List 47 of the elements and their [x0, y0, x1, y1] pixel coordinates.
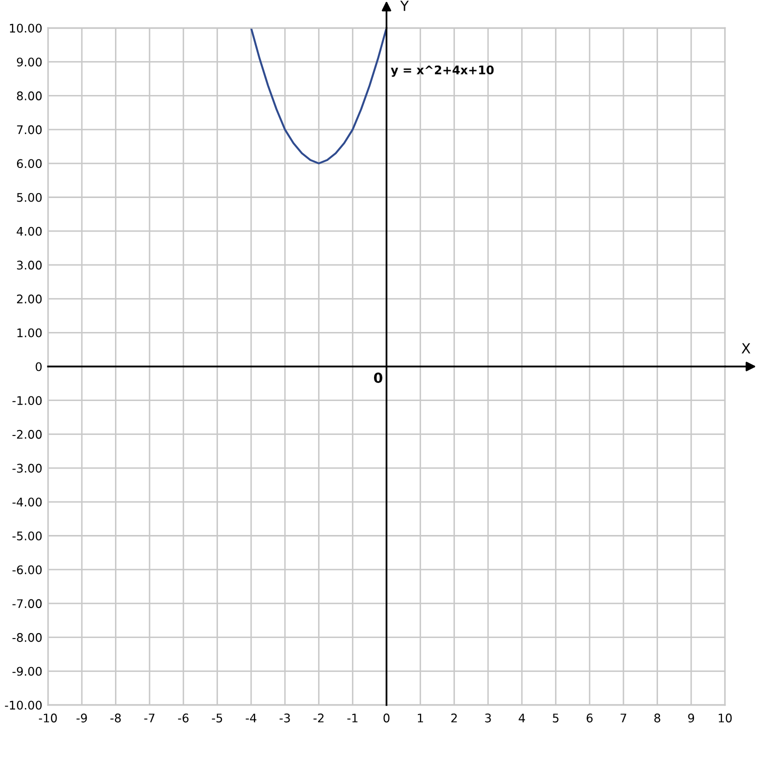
y-tick-label: -1.00 — [12, 396, 42, 406]
x-tick-label: -4 — [246, 714, 256, 722]
x-axis-title: X — [742, 343, 750, 354]
line-series — [250, 28, 388, 164]
y-tick-label: 2.00 — [17, 294, 42, 304]
y-tick-label: 9.00 — [16, 58, 42, 67]
x-tick-label: 3 — [485, 714, 491, 722]
y-tick-label: -6.00 — [12, 565, 42, 574]
y-tick-label: 1.00 — [17, 328, 42, 338]
x-tick-label: -9 — [76, 714, 87, 722]
y-tick-label: 10.00 — [10, 24, 42, 33]
x-tick-label: 2 — [451, 714, 457, 722]
y-tick-label: 8.00 — [16, 91, 42, 100]
x-tick-label: 8 — [654, 714, 660, 722]
x-tick-label: -2 — [313, 714, 324, 722]
series-label: y = x^2+4x+10 — [390, 65, 494, 77]
y-tick-label: 5.00 — [17, 192, 42, 202]
x-tick-label: 6 — [586, 714, 593, 722]
y-tick-label: -3.00 — [12, 464, 42, 473]
y-tick-label: -10.00 — [4, 700, 42, 710]
y-tick-label: 3.00 — [17, 260, 42, 270]
y-tick-label: -5.00 — [12, 531, 42, 540]
x-tick-label: -10 — [38, 714, 57, 722]
y-tick-label: -7.00 — [12, 599, 42, 608]
y-tick-label: -4.00 — [12, 498, 42, 507]
y-tick-label: -9.00 — [12, 666, 42, 676]
x-tick-label: -5 — [212, 714, 222, 722]
x-tick-label: 5 — [552, 714, 558, 722]
y-tick-label: -2.00 — [12, 430, 42, 439]
x-tick-label: 9 — [688, 714, 694, 722]
x-tick-label: -7 — [144, 714, 154, 722]
x-tick-label: 1 — [418, 714, 424, 722]
x-tick-label: 7 — [620, 714, 626, 722]
y-tick-label: -8.00 — [12, 633, 42, 642]
x-tick-label: -6 — [178, 714, 189, 722]
y-tick-label: 6.00 — [16, 159, 42, 168]
y-tick-label: 7.00 — [17, 125, 42, 134]
x-tick-label: 10 — [718, 714, 732, 722]
x-tick-label: 4 — [518, 714, 525, 722]
x-tick-label: -3 — [280, 714, 290, 722]
y-axis-title: Y — [400, 0, 409, 11]
x-tick-label: -8 — [110, 714, 121, 722]
annotation: 0 — [374, 372, 382, 384]
x-tick-label: 0 — [384, 714, 390, 722]
y-tick-label: 0 — [36, 362, 42, 372]
x-tick-label: -1 — [347, 714, 358, 722]
y-tick-label: 4.00 — [16, 226, 42, 236]
